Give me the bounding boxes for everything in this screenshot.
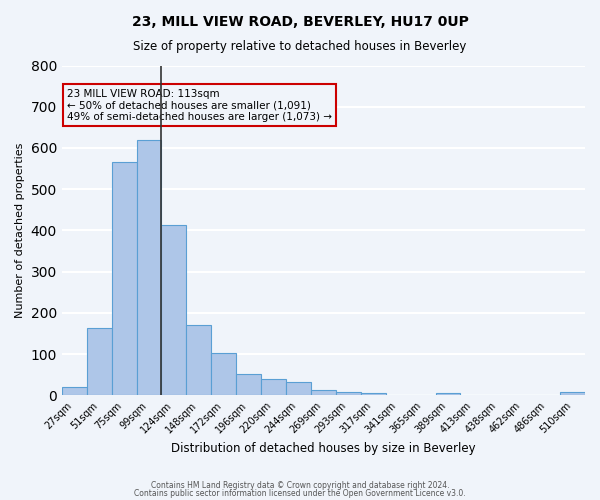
Bar [436,393,460,396]
Text: 23, MILL VIEW ROAD, BEVERLEY, HU17 0UP: 23, MILL VIEW ROAD, BEVERLEY, HU17 0UP [131,15,469,29]
Bar [137,140,161,396]
Bar [87,328,112,396]
Bar [161,226,187,396]
Bar [236,374,261,396]
X-axis label: Distribution of detached houses by size in Beverley: Distribution of detached houses by size … [171,442,476,455]
Bar [311,390,336,396]
Text: Contains HM Land Registry data © Crown copyright and database right 2024.: Contains HM Land Registry data © Crown c… [151,481,449,490]
Bar [361,393,386,396]
Bar [112,162,137,396]
Bar [336,392,361,396]
Bar [261,379,286,396]
Y-axis label: Number of detached properties: Number of detached properties [15,142,25,318]
Bar [211,353,236,396]
Bar [187,325,211,396]
Bar [286,382,311,396]
Text: Size of property relative to detached houses in Beverley: Size of property relative to detached ho… [133,40,467,53]
Bar [560,392,585,396]
Bar [62,387,87,396]
Text: 23 MILL VIEW ROAD: 113sqm
← 50% of detached houses are smaller (1,091)
49% of se: 23 MILL VIEW ROAD: 113sqm ← 50% of detac… [67,88,332,122]
Text: Contains public sector information licensed under the Open Government Licence v3: Contains public sector information licen… [134,488,466,498]
